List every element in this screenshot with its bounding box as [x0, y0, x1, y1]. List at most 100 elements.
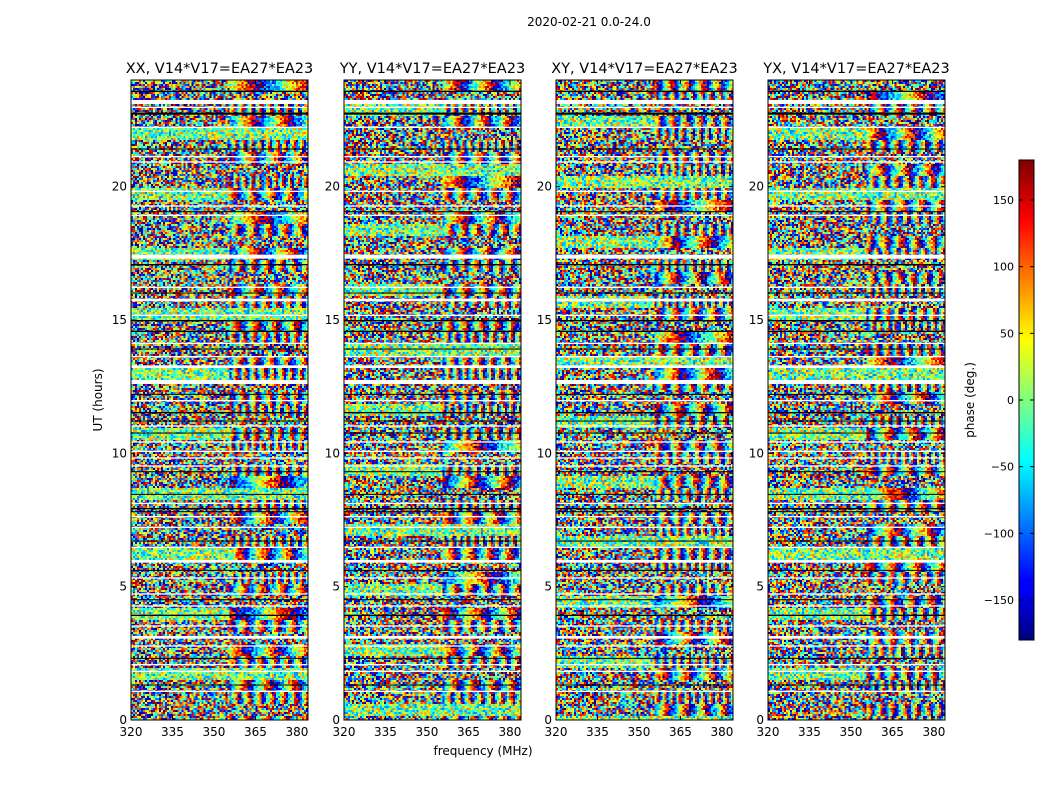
- y-tick-label: 15: [112, 313, 127, 327]
- flagged-gap-white: [556, 425, 733, 427]
- flagged-gap-white: [344, 425, 521, 427]
- flagged-gap-black: [344, 320, 521, 322]
- flagged-gap-white: [556, 156, 733, 158]
- flagged-gap-white: [131, 502, 308, 504]
- flagged-gap-white: [131, 380, 308, 384]
- flagged-gap-white: [131, 625, 308, 627]
- y-tick-label: 5: [544, 580, 552, 594]
- flagged-gap-black: [131, 211, 308, 213]
- x-tick-label: 350: [203, 725, 226, 739]
- flagged-gap-white: [344, 214, 521, 216]
- flagged-gap-white: [344, 365, 521, 368]
- y-tick-label: 10: [749, 446, 764, 460]
- flagged-gap-white: [768, 625, 945, 627]
- flagged-gap-white: [768, 156, 945, 158]
- flagged-gap-white: [556, 516, 733, 518]
- y-tick-label: 20: [537, 180, 552, 194]
- flagged-gap-white: [344, 690, 521, 692]
- colorbar-tick-label: 100: [993, 261, 1014, 274]
- flagged-gap-white: [131, 664, 308, 666]
- flagged-gap-black: [131, 412, 308, 414]
- colorbar-ticks: −150 −100 −50 0 50 100 150: [984, 194, 1034, 607]
- flagged-gap-white: [131, 161, 308, 163]
- flagged-gap-black: [556, 90, 733, 92]
- flagged-gap-black: [556, 412, 733, 414]
- flagged-gap-black: [556, 569, 733, 571]
- flagged-gap-black: [556, 540, 733, 542]
- flagged-gap-white: [556, 526, 733, 528]
- flagged-gap-white: [556, 214, 733, 216]
- flagged-gap-white: [344, 605, 521, 607]
- x-tick-label: 320: [545, 725, 568, 739]
- x-tick-label: 335: [798, 725, 821, 739]
- flagged-gap-white: [556, 465, 733, 467]
- flagged-gap-white: [556, 577, 733, 579]
- flagged-gap-black: [344, 393, 521, 395]
- flagged-gap-black: [131, 432, 308, 434]
- flagged-gap-white: [344, 205, 521, 207]
- flagged-gap-black: [768, 320, 945, 322]
- flagged-gap-white: [344, 380, 521, 384]
- flagged-gap-white: [131, 314, 308, 316]
- flagged-gap-white: [344, 100, 521, 104]
- flagged-gap-black: [768, 420, 945, 422]
- flagged-gap-white: [131, 546, 308, 548]
- flagged-gap-white: [556, 450, 733, 452]
- flagged-gap-white: [344, 645, 521, 647]
- panels-group: XX, V14*V17=EA27*EA23 0 5 10 15 20 320 335 350 36…: [112, 61, 950, 739]
- flagged-gap-white: [131, 156, 308, 158]
- flagged-gap-white: [556, 605, 733, 607]
- flagged-gap-white: [556, 690, 733, 692]
- flagged-gap-black: [344, 614, 521, 616]
- y-tick-label: 15: [749, 313, 764, 327]
- flagged-gap-white: [556, 106, 733, 108]
- flagged-gap-black: [131, 330, 308, 332]
- flagged-gap-black: [344, 471, 521, 473]
- flagged-gap-white: [768, 450, 945, 452]
- x-tick-label: 365: [669, 725, 692, 739]
- flagged-gap-black: [556, 471, 733, 473]
- figure-suptitle: 2020-02-21 0.0-24.0: [527, 15, 651, 29]
- flagged-gap-white: [131, 457, 308, 459]
- flagged-gap-black: [344, 211, 521, 213]
- flagged-gap-white: [768, 342, 945, 344]
- flagged-gap-white: [131, 342, 308, 344]
- flagged-gap-black: [344, 432, 521, 434]
- flagged-gap-black: [556, 112, 733, 115]
- flagged-gap-white: [131, 214, 308, 216]
- panel-frame: [555, 79, 734, 721]
- flagged-gap-white: [131, 254, 308, 259]
- panel-1: XX, V14*V17=EA27*EA23 0 5 10 15 20 320 335 350 36…: [112, 61, 314, 739]
- flagged-gap-white: [344, 400, 521, 402]
- colorbar-tick-label: −150: [984, 594, 1014, 607]
- flagged-gap-black: [131, 264, 308, 266]
- flagged-gap-black: [344, 420, 521, 422]
- flagged-gap-white: [556, 670, 733, 672]
- flagged-gap-white: [768, 286, 945, 288]
- panel-frame: [130, 79, 309, 721]
- flagged-gap-black: [344, 348, 521, 350]
- flagged-gap-black: [344, 569, 521, 571]
- colorbar-tick-label: 0: [1007, 394, 1014, 407]
- flagged-gap-white: [344, 457, 521, 459]
- flagged-gap-black: [344, 90, 521, 92]
- flagged-gap-white: [768, 636, 945, 639]
- flagged-gap-white: [768, 546, 945, 548]
- flagged-gap-white: [131, 450, 308, 452]
- flagged-gap-white: [344, 670, 521, 672]
- flagged-gap-white: [556, 664, 733, 666]
- flagged-gap-black: [344, 264, 521, 266]
- flagged-gap-black: [344, 330, 521, 332]
- flagged-gap-black: [768, 393, 945, 395]
- flagged-gap-white: [768, 100, 945, 104]
- flagged-gap-black: [556, 211, 733, 213]
- flagged-gap-black: [344, 148, 521, 150]
- flagged-gap-white: [131, 106, 308, 108]
- flagged-gap-black: [344, 412, 521, 414]
- flagged-gap-white: [344, 342, 521, 344]
- flagged-gap-white: [131, 425, 308, 427]
- flagged-gap-white: [344, 126, 521, 128]
- flagged-gap-white: [556, 298, 733, 302]
- flagged-gap-black: [556, 432, 733, 434]
